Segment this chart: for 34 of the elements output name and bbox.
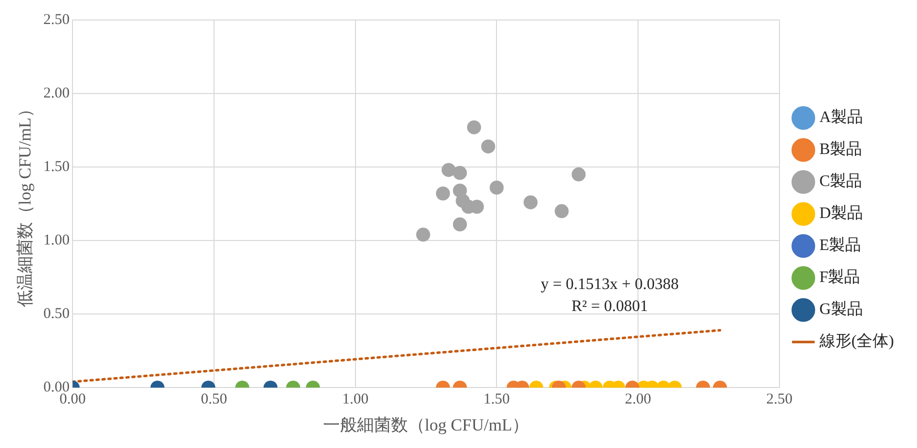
point [524,195,538,210]
point [452,217,467,232]
point [490,180,504,195]
legend-label: E製品 [819,236,862,254]
y-axis-title: 低温細菌数（log CFU/mL） [16,100,35,307]
legend-label: G製品 [819,300,863,318]
point [554,204,569,218]
x-tick-label: 2.00 [624,392,652,408]
y-tick-label: 1.00 [43,232,70,248]
y-tick-label: 0.50 [43,306,70,322]
point [452,166,467,180]
legend-label: C製品 [819,172,862,190]
legend-label: B製品 [819,140,862,158]
y-tick-label: 2.50 [43,12,70,28]
x-axis-title: 一般細菌数（log CFU/mL） [322,415,530,434]
annotation: R² = 0.0801 [571,298,648,315]
x-tick-label: 1.00 [342,392,368,408]
point [442,162,456,177]
point [416,228,430,242]
legend-label: 線形(全体) [818,333,894,350]
legend-label: A製品 [819,108,863,126]
point [572,167,586,182]
x-tick-label: 1.50 [484,392,510,408]
point [467,120,482,134]
legend-label: D製品 [819,204,863,222]
y-tick-label: 2.00 [43,85,70,102]
point [481,139,496,154]
y-tick-label: 1.50 [43,158,70,175]
legend-label: F製品 [819,268,860,286]
x-tick-label: 0.00 [60,392,86,408]
x-tick-label: 0.50 [200,392,228,408]
point [436,186,450,201]
annotation: y = 0.1513x + 0.0388 [540,276,679,293]
x-tick-label: 2.50 [766,392,792,408]
